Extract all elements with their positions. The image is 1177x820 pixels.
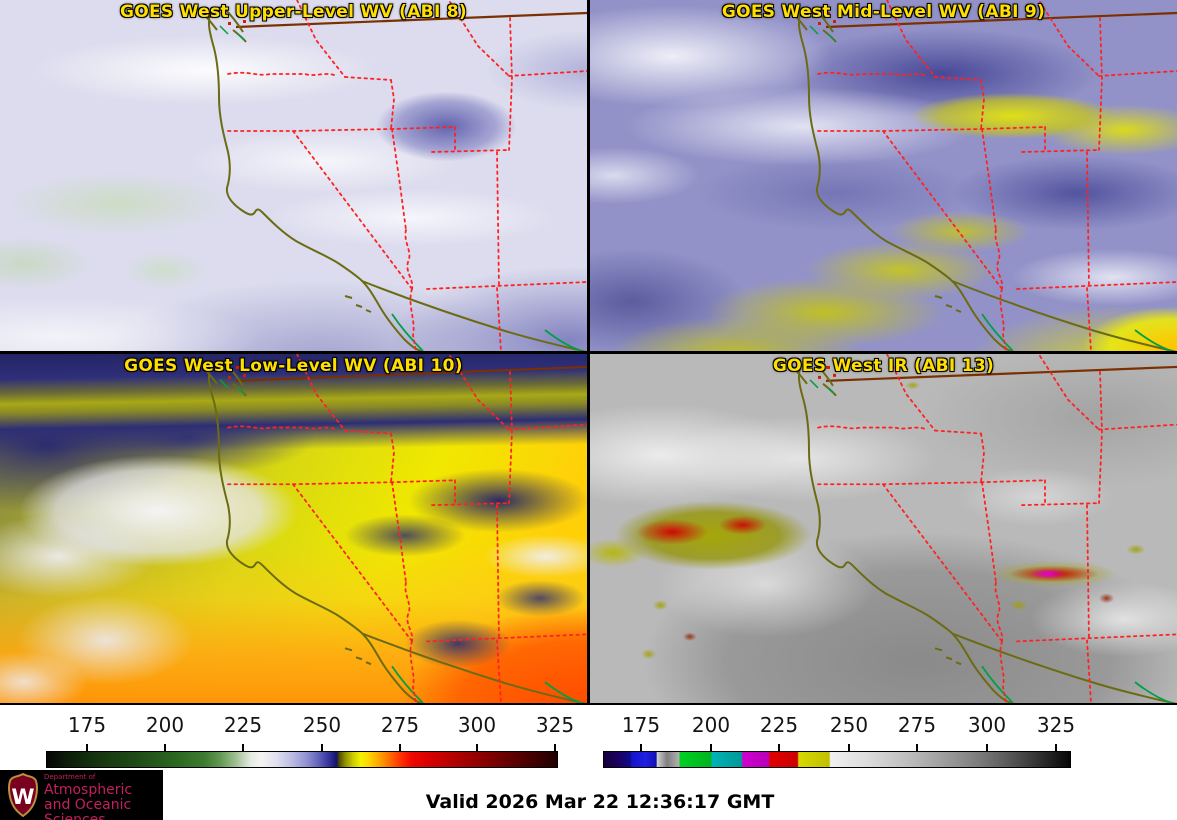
- map-overlay-abi9: [784, 0, 1177, 351]
- panel-title-abi10: GOES West Low-Level WV (ABI 10): [124, 356, 463, 376]
- map-overlay-abi10: [194, 354, 587, 703]
- panel-upper-level-wv: GOES West Upper-Level WV (ABI 8): [0, 0, 587, 351]
- ir-tick-label: 175: [621, 713, 661, 737]
- wv-tick-mark: [476, 744, 478, 752]
- panel-title-abi8: GOES West Upper-Level WV (ABI 8): [119, 2, 467, 22]
- ir-tick-mark: [640, 744, 642, 752]
- ir-tick-mark: [710, 744, 712, 752]
- uw-crest-icon: W: [8, 773, 38, 817]
- panel-ir: GOES West IR (ABI 13): [590, 354, 1177, 703]
- logo-line-2: and Oceanic Sciences: [44, 797, 132, 820]
- satellite-image-abi13: [590, 354, 1177, 703]
- uw-aos-logo: W Department of Atmospheric and Oceanic …: [0, 770, 163, 820]
- wv-tick-label: 200: [145, 713, 185, 737]
- logo-dept-line: Department of: [44, 773, 96, 781]
- wv-tick-label: 175: [67, 713, 107, 737]
- ir-colorbar: [603, 751, 1071, 768]
- map-overlay-abi8: [194, 0, 587, 351]
- panel-low-level-wv: GOES West Low-Level WV (ABI 10): [0, 354, 587, 703]
- satellite-image-abi9: [590, 0, 1177, 351]
- wv-tick-mark: [399, 744, 401, 752]
- satellite-image-abi8: [0, 0, 587, 351]
- wv-tick-mark: [242, 744, 244, 752]
- wv-tick-mark: [86, 744, 88, 752]
- ir-tick-label: 325: [1036, 713, 1076, 737]
- ir-tick-label: 300: [967, 713, 1007, 737]
- ir-tick-label: 200: [691, 713, 731, 737]
- valid-time-label: Valid 2026 Mar 22 12:36:17 GMT: [425, 791, 775, 813]
- uw-monogram: W: [11, 785, 34, 809]
- logo-line-1: Atmospheric: [44, 782, 133, 799]
- footer-strip: 175 200 225 250 275 300 325 175 200 225 …: [0, 705, 1177, 820]
- wv-tick-label: 250: [302, 713, 342, 737]
- ir-tick-mark: [778, 744, 780, 752]
- wv-tick-label: 225: [223, 713, 263, 737]
- wv-colorbar: [46, 751, 558, 768]
- ir-tick-label: 275: [897, 713, 937, 737]
- panel-title-abi9: GOES West Mid-Level WV (ABI 9): [721, 2, 1046, 22]
- ir-tick-label: 250: [829, 713, 869, 737]
- wv-tick-mark: [164, 744, 166, 752]
- wv-tick-mark: [321, 744, 323, 752]
- wv-tick-label: 275: [380, 713, 420, 737]
- ir-tick-mark: [848, 744, 850, 752]
- ir-tick-label: 225: [759, 713, 799, 737]
- ir-tick-mark: [1055, 744, 1057, 752]
- ir-tick-mark: [986, 744, 988, 752]
- ir-tick-mark: [916, 744, 918, 752]
- wv-tick-label: 300: [457, 713, 497, 737]
- satellite-image-abi10: [0, 354, 587, 703]
- wv-tick-mark: [554, 744, 556, 752]
- logo-text: Department of Atmospheric and Oceanic Sc…: [44, 773, 163, 820]
- panel-title-abi13: GOES West IR (ABI 13): [772, 356, 995, 376]
- panel-mid-level-wv: GOES West Mid-Level WV (ABI 9): [590, 0, 1177, 351]
- wv-tick-label: 325: [535, 713, 575, 737]
- map-overlay-abi13: [784, 354, 1177, 703]
